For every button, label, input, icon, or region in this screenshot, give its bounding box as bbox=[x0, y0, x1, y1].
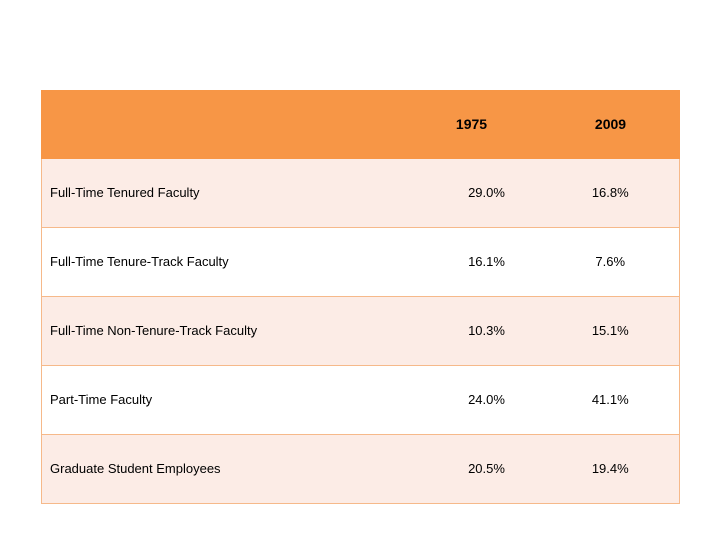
value-2009: 41.1% bbox=[541, 364, 680, 435]
table-row: Graduate Student Employees 20.5% 19.4% bbox=[41, 433, 680, 504]
table-row: Full-Time Tenure-Track Faculty 16.1% 7.6… bbox=[41, 226, 680, 297]
table-row: Full-Time Tenured Faculty 29.0% 16.8% bbox=[41, 157, 680, 228]
value-1975: 16.1% bbox=[401, 226, 542, 297]
value-1975: 20.5% bbox=[401, 433, 542, 504]
header-label-cell bbox=[41, 90, 402, 159]
row-label: Graduate Student Employees bbox=[41, 433, 402, 504]
value-1975: 29.0% bbox=[401, 157, 542, 228]
row-label: Full-Time Tenured Faculty bbox=[41, 157, 402, 228]
row-label: Full-Time Tenure-Track Faculty bbox=[41, 226, 402, 297]
row-label: Full-Time Non-Tenure-Track Faculty bbox=[41, 295, 402, 366]
value-2009: 16.8% bbox=[541, 157, 680, 228]
value-1975: 10.3% bbox=[401, 295, 542, 366]
row-label: Part-Time Faculty bbox=[41, 364, 402, 435]
faculty-composition-table: 1975 2009 Full-Time Tenured Faculty 29.0… bbox=[41, 90, 680, 504]
table-row: Part-Time Faculty 24.0% 41.1% bbox=[41, 364, 680, 435]
table-header-row: 1975 2009 bbox=[41, 90, 680, 159]
value-2009: 15.1% bbox=[541, 295, 680, 366]
header-year-2009: 2009 bbox=[541, 90, 680, 159]
table-row: Full-Time Non-Tenure-Track Faculty 10.3%… bbox=[41, 295, 680, 366]
value-2009: 19.4% bbox=[541, 433, 680, 504]
value-2009: 7.6% bbox=[541, 226, 680, 297]
value-1975: 24.0% bbox=[401, 364, 542, 435]
header-year-1975: 1975 bbox=[401, 90, 542, 159]
